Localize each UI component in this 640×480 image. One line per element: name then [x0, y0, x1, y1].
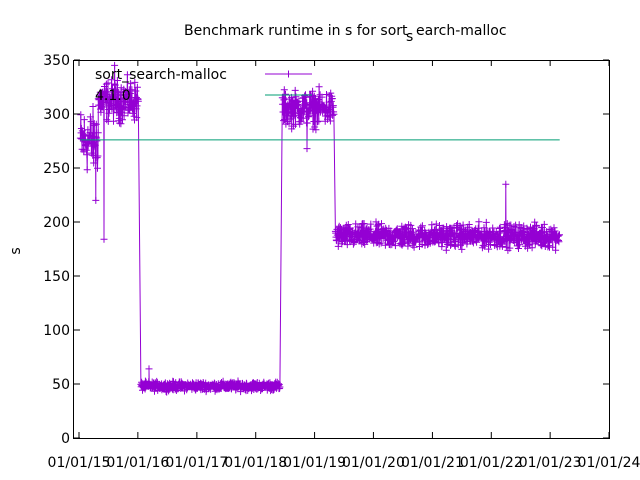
- x-tick-label: 01/01/21: [401, 455, 464, 471]
- y-tick-label: 250: [43, 161, 70, 177]
- y-tick-label: 100: [43, 323, 70, 339]
- x-tick-label: 01/01/23: [519, 455, 582, 471]
- y-tick-label: 0: [61, 431, 70, 447]
- chart-title: Benchmark runtime in s for sort s earch-…: [184, 23, 507, 45]
- axis-ticks: 05010015020025030035001/01/1501/01/1601/…: [43, 53, 640, 471]
- legend-marker: [285, 70, 292, 78]
- chart-title-main: Benchmark runtime in s for sort: [184, 23, 408, 39]
- plot-series: [76, 61, 563, 396]
- legend: sort_search-malloc 4.1.0: [95, 67, 312, 104]
- y-tick-label: 200: [43, 215, 70, 231]
- y-tick-label: 300: [43, 107, 70, 123]
- series-sort_search-malloc: [76, 61, 563, 396]
- series-point-markers: [76, 61, 563, 396]
- y-tick-label: 350: [43, 53, 70, 69]
- x-tick-label: 01/01/24: [578, 455, 640, 471]
- x-tick-label: 01/01/19: [283, 455, 346, 471]
- x-tick-label: 01/01/22: [460, 455, 523, 471]
- x-tick-label: 01/01/18: [224, 455, 287, 471]
- x-tick-label: 01/01/20: [342, 455, 405, 471]
- plot-frame: [73, 60, 610, 439]
- chart-title-subscript: s: [406, 29, 413, 45]
- x-tick-label: 01/01/17: [165, 455, 228, 471]
- x-tick-label: 01/01/16: [106, 455, 169, 471]
- legend-label: sort_search-malloc: [95, 67, 227, 83]
- y-tick-label: 150: [43, 269, 70, 285]
- x-tick-label: 01/01/15: [48, 455, 111, 471]
- y-tick-label: 50: [52, 377, 70, 393]
- y-axis-label: s: [8, 247, 24, 254]
- chart-title-rest: earch-malloc: [416, 23, 507, 39]
- legend-label: 4.1.0: [95, 88, 131, 104]
